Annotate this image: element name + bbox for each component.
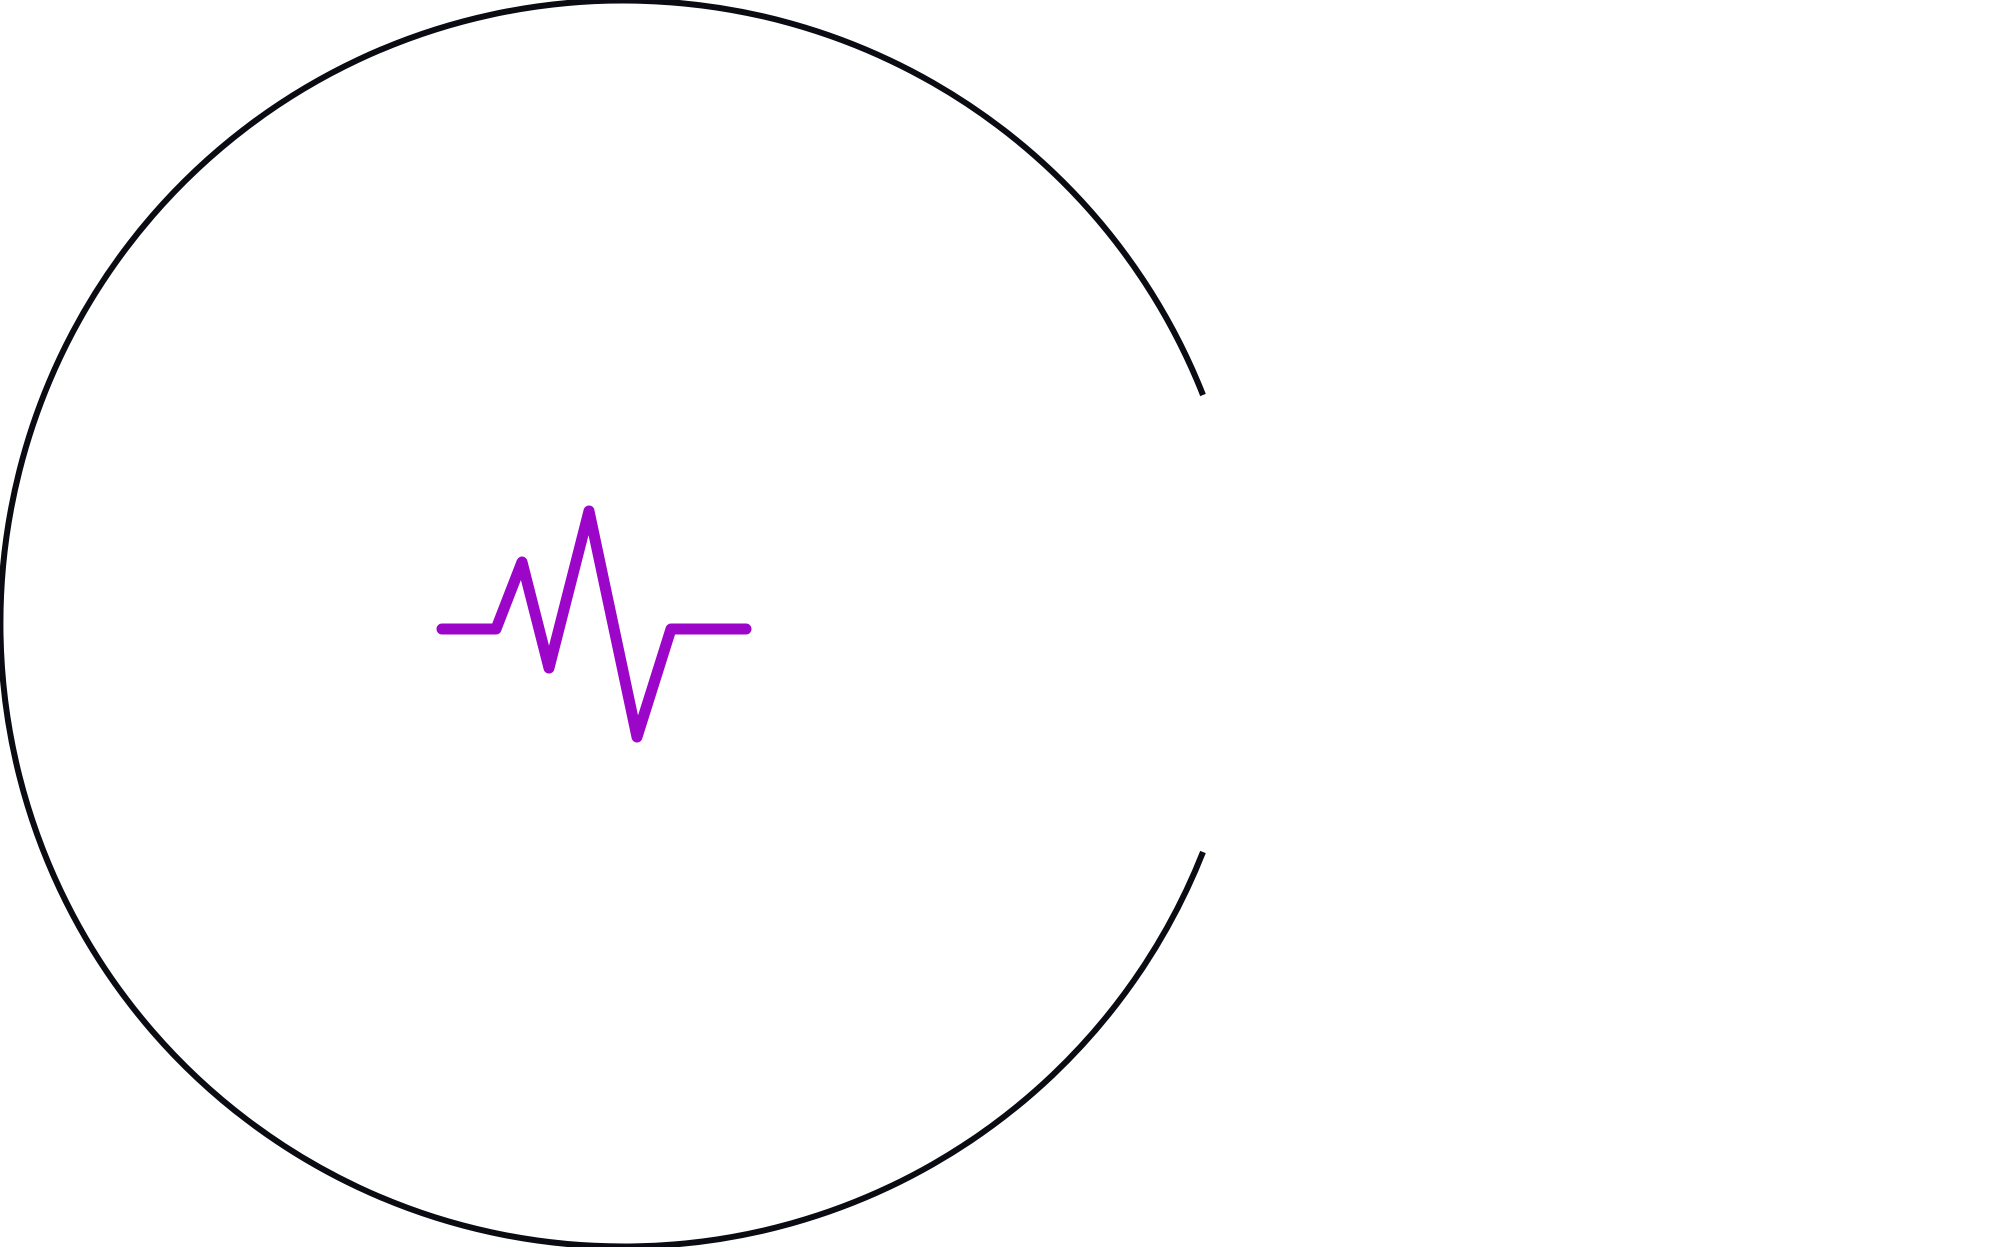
heartbeat-pulse-icon (436, 505, 752, 743)
open-ring-icon (0, 0, 1206, 1247)
